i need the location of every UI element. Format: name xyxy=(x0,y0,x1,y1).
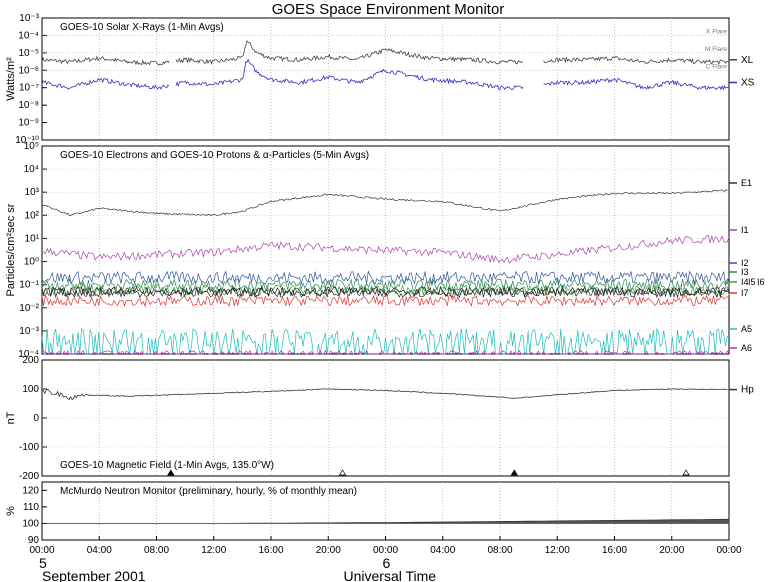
legend-label: I7 xyxy=(741,288,749,298)
series-line-i3 xyxy=(41,277,730,292)
time-axis: 00:00 04:00 08:00 12:00 16:00 20:00 00:00 04:00… xyxy=(29,536,742,582)
particles-panel: GOES-10 Electrons and GOES-10 Protons & … xyxy=(5,141,765,360)
y-axis-label: nT xyxy=(5,411,17,424)
flare-level-label: M Flare xyxy=(705,46,727,53)
panel-title: GOES-10 Solar X-Rays (1-Min Avgs) xyxy=(60,22,224,33)
flare-level-label: C Flare xyxy=(706,63,728,70)
y-tick-label: 10⁻⁷ xyxy=(19,83,39,94)
y-tick-label: 10⁻³ xyxy=(19,326,39,337)
series-line-a6 xyxy=(41,349,730,355)
y-tick-label: 10⁻¹⁰ xyxy=(15,135,39,146)
panel-title: GOES-10 Magnetic Field (1-Min Avgs, 135.… xyxy=(60,460,274,471)
y-axis-label: Watts/m² xyxy=(5,57,17,101)
magnetic-panel: GOES-10 Magnetic Field (1-Min Avgs, 135.… xyxy=(5,355,754,482)
x-tick-label: 16:00 xyxy=(258,545,283,556)
y-axis-label: Particles/cm²sec sr xyxy=(5,203,17,296)
series-line-i2 xyxy=(41,270,730,286)
legend-label: I2 xyxy=(741,258,749,268)
legend-label: XL xyxy=(741,55,754,66)
y-tick-label: 90 xyxy=(28,535,40,546)
orbit-marker xyxy=(167,469,175,476)
y-tick-label: 10⁻⁸ xyxy=(18,100,39,111)
legend-label: I1 xyxy=(741,225,749,235)
y-tick-label: -200 xyxy=(19,471,39,482)
y-tick-label: 10⁻⁴ xyxy=(18,349,39,360)
legend-label: I6 xyxy=(757,277,765,287)
y-tick-label: 100 xyxy=(22,384,39,395)
x-tick-label: 20:00 xyxy=(316,545,341,556)
legend-label: Hp xyxy=(741,385,754,396)
panel-title: McMurdo Neutron Monitor (preliminary, ho… xyxy=(60,486,357,497)
y-tick-label: 10⁻⁹ xyxy=(18,118,39,129)
month-label: September 2001 xyxy=(42,568,146,582)
x-tick-label: 16:00 xyxy=(602,545,627,556)
neutron-panel: McMurdo Neutron Monitor (preliminary, ho… xyxy=(5,481,730,546)
y-tick-label: 10⁻³ xyxy=(19,13,39,24)
day-label: 5 xyxy=(39,555,47,571)
y-tick-label: 10⁰ xyxy=(24,257,39,268)
y-tick-label: 200 xyxy=(22,355,39,366)
y-tick-label: 10⁻¹ xyxy=(19,280,39,291)
legend-label: A6 xyxy=(741,343,752,353)
y-tick-label: 10⁻² xyxy=(19,303,39,314)
y-tick-label: 120 xyxy=(22,485,39,496)
x-tick-label: 08:00 xyxy=(144,545,169,556)
x-tick-label: 12:00 xyxy=(201,545,226,556)
orbit-marker xyxy=(682,469,690,476)
neutron-series xyxy=(42,518,730,524)
y-tick-label: 10¹ xyxy=(25,233,40,244)
flare-level-label: X Flare xyxy=(706,28,727,35)
legend-label: I4 xyxy=(741,277,749,287)
panel-title: GOES-10 Electrons and GOES-10 Protons & … xyxy=(60,150,369,161)
series-line-i1 xyxy=(41,235,730,264)
y-tick-label: 10⁻⁶ xyxy=(18,65,39,76)
y-tick-label: 10⁵ xyxy=(24,141,39,152)
series-line-xl xyxy=(41,40,730,66)
orbit-marker xyxy=(338,469,347,476)
x-tick-label: 00:00 xyxy=(373,545,398,556)
x-tick-label: 04:00 xyxy=(430,545,455,556)
y-tick-label: 10⁻⁵ xyxy=(18,48,39,59)
x-tick-label: 04:00 xyxy=(87,545,112,556)
x-tick-label: 08:00 xyxy=(487,545,512,556)
y-tick-label: 10⁻⁴ xyxy=(18,30,39,41)
y-tick-label: 10⁴ xyxy=(24,164,39,175)
series-line-i6 xyxy=(41,286,730,299)
y-tick-label: 0 xyxy=(33,413,39,424)
panel-frame xyxy=(41,145,730,355)
legend-label: I5 xyxy=(748,277,756,287)
x-tick-label: 00:00 xyxy=(716,545,741,556)
x-axis-label: Universal Time xyxy=(344,568,437,582)
y-tick-label: 110 xyxy=(23,502,39,513)
series-line-xs xyxy=(41,58,730,91)
y-tick-label: 100 xyxy=(22,518,39,529)
x-tick-label: 20:00 xyxy=(659,545,684,556)
orbit-marker xyxy=(510,469,518,476)
legend-label: XS xyxy=(741,77,755,88)
series-line-a5 xyxy=(41,327,730,355)
legend-label: I3 xyxy=(741,267,749,277)
y-axis-label: % xyxy=(5,506,17,516)
series-line-i7 xyxy=(41,294,730,308)
legend-label: A5 xyxy=(741,324,752,334)
y-tick-label: 10³ xyxy=(25,187,40,198)
chart-title: GOES Space Environment Monitor xyxy=(272,1,505,18)
xray-panel: GOES-10 Solar X-Rays (1-Min Avgs) Watts/m… xyxy=(5,13,755,146)
x-tick-label: 12:00 xyxy=(545,545,570,556)
x-tick-label: 00:00 xyxy=(29,545,54,556)
day-label: 6 xyxy=(383,555,391,571)
legend-label: E1 xyxy=(741,178,752,188)
y-tick-label: -100 xyxy=(19,442,39,453)
series-line-e1 xyxy=(41,189,728,217)
y-tick-label: 10² xyxy=(25,210,40,221)
series-line-hp xyxy=(41,388,728,401)
